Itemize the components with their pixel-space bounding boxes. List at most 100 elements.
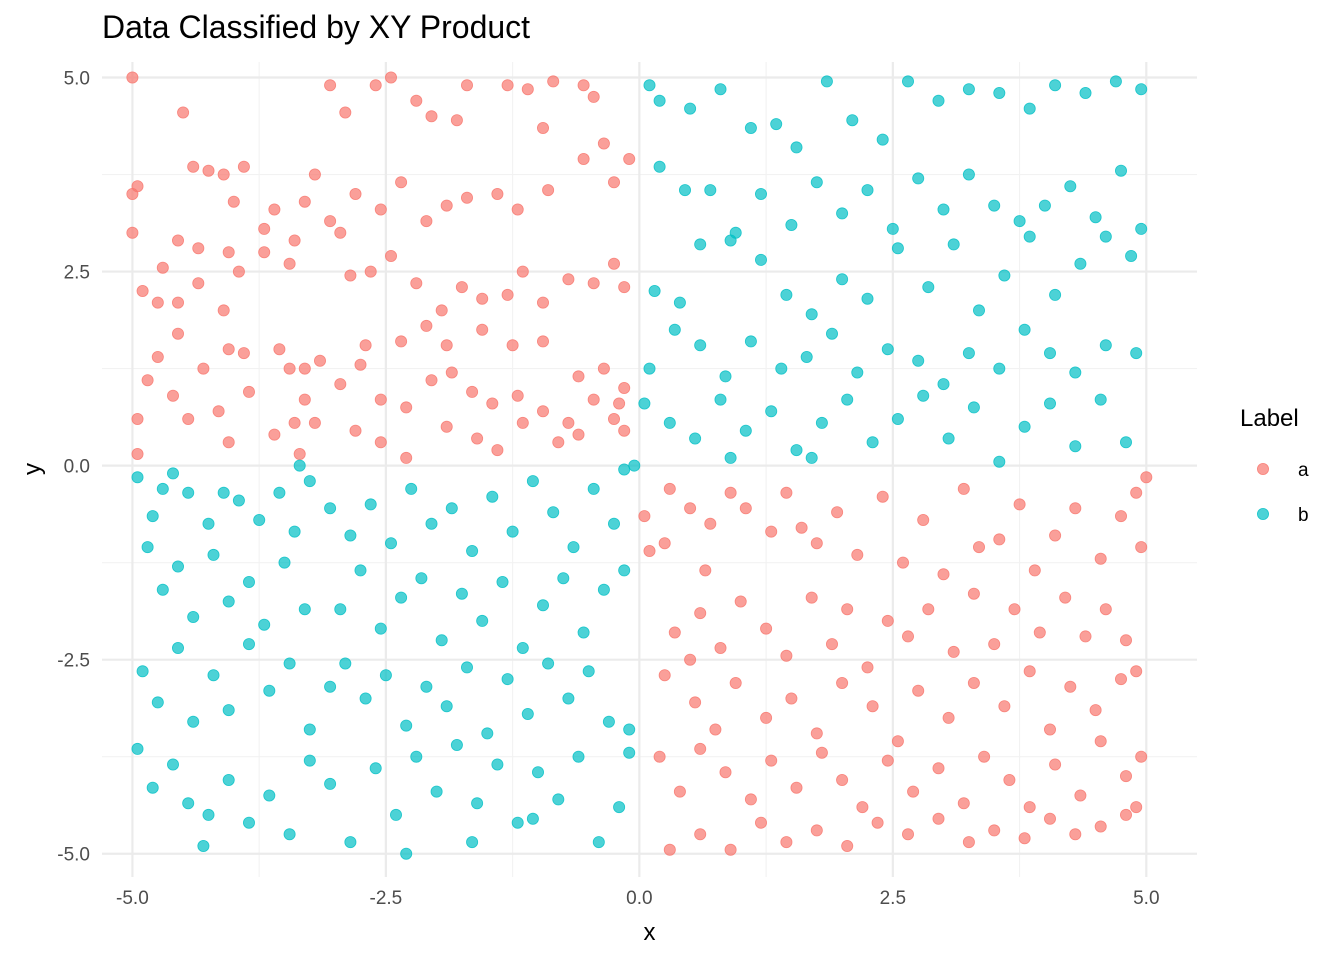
data-point-b: [891, 242, 904, 255]
data-point-a: [177, 106, 190, 119]
data-point-a: [618, 381, 631, 394]
data-point-b: [663, 416, 676, 429]
data-point-a: [537, 405, 550, 418]
data-point-a: [861, 661, 874, 674]
data-point-b: [344, 529, 357, 542]
data-point-a: [1069, 502, 1082, 515]
data-point-b: [947, 238, 960, 251]
data-point-b: [278, 556, 291, 569]
x-tick-label: 2.5: [880, 888, 906, 909]
data-point-b: [805, 451, 818, 464]
data-point-a: [288, 416, 301, 429]
data-point-a: [131, 412, 144, 425]
data-point-b: [714, 83, 727, 96]
data-point-a: [491, 187, 504, 200]
data-point-a: [653, 750, 666, 763]
data-point-a: [313, 354, 326, 367]
data-point-a: [384, 249, 397, 262]
data-point-b: [339, 657, 352, 670]
data-point-a: [1023, 665, 1036, 678]
data-point-b: [881, 343, 894, 356]
data-point-b: [242, 816, 255, 829]
data-point-b: [526, 812, 539, 825]
data-point-a: [1099, 603, 1112, 616]
data-point-a: [1130, 665, 1143, 678]
data-point-b: [962, 347, 975, 360]
data-point-b: [415, 572, 428, 585]
data-point-b: [146, 781, 159, 794]
data-point-a: [831, 506, 844, 519]
data-point-b: [1115, 164, 1128, 177]
data-point-b: [395, 591, 408, 604]
data-point-a: [841, 840, 854, 853]
data-point-b: [1044, 397, 1057, 410]
data-point-a: [785, 692, 798, 705]
data-point-b: [810, 176, 823, 189]
data-point-a: [836, 677, 849, 690]
y-axis-title: y: [19, 463, 46, 475]
data-point-a: [1115, 510, 1128, 523]
data-point-a: [364, 265, 377, 278]
data-point-a: [501, 288, 514, 301]
data-point-b: [755, 253, 768, 266]
data-point-b: [912, 354, 925, 367]
data-point-a: [227, 195, 240, 208]
data-point-a: [562, 273, 575, 286]
data-point-a: [349, 187, 362, 200]
data-point-a: [638, 510, 651, 523]
data-point-a: [542, 184, 555, 197]
data-point-a: [273, 343, 286, 356]
data-point-b: [618, 564, 631, 577]
data-point-b: [841, 393, 854, 406]
data-point-b: [582, 665, 595, 678]
data-point-a: [724, 486, 737, 499]
data-point-a: [694, 607, 707, 620]
data-point-a: [597, 137, 610, 150]
data-point-b: [790, 444, 803, 457]
data-point-a: [374, 436, 387, 449]
data-point-a: [1130, 486, 1143, 499]
data-point-a: [957, 482, 970, 495]
data-point-a: [790, 781, 803, 794]
data-point-b: [146, 510, 159, 523]
data-point-b: [689, 432, 702, 445]
data-point-b: [288, 525, 301, 538]
data-point-b: [1049, 79, 1062, 92]
data-point-a: [947, 645, 960, 658]
data-point-a: [765, 525, 778, 538]
data-point-b: [643, 362, 656, 375]
data-point-a: [760, 622, 773, 635]
data-point-a: [324, 215, 337, 228]
data-point-b: [1079, 87, 1092, 100]
y-axis-ticks: -5.0 -2.5 0.0 2.5 5.0: [57, 69, 90, 866]
data-point-a: [298, 362, 311, 375]
data-point-b: [770, 118, 783, 131]
data-point-b: [836, 207, 849, 220]
data-point-a: [902, 828, 915, 841]
data-point-b: [171, 560, 184, 573]
data-point-a: [136, 284, 149, 297]
data-point-b: [501, 673, 514, 686]
data-point-a: [141, 374, 154, 387]
data-point-a: [400, 401, 413, 414]
data-point-b: [679, 184, 692, 197]
data-point-a: [460, 191, 473, 204]
data-point-b: [724, 451, 737, 464]
data-point-b: [648, 284, 661, 297]
data-point-b: [1038, 199, 1051, 212]
data-point-a: [374, 203, 387, 216]
data-point-a: [455, 281, 468, 294]
grid-lines: [102, 62, 1197, 877]
data-point-a: [445, 366, 458, 379]
data-point-a: [369, 79, 382, 92]
data-point-a: [876, 490, 889, 503]
data-point-b: [587, 482, 600, 495]
data-point-b: [851, 366, 864, 379]
data-point-a: [815, 746, 828, 759]
data-point-b: [182, 797, 195, 810]
data-point-a: [242, 385, 255, 398]
data-point-a: [222, 436, 235, 449]
data-point-a: [907, 785, 920, 798]
data-point-a: [1130, 801, 1143, 814]
data-point-b: [384, 537, 397, 550]
